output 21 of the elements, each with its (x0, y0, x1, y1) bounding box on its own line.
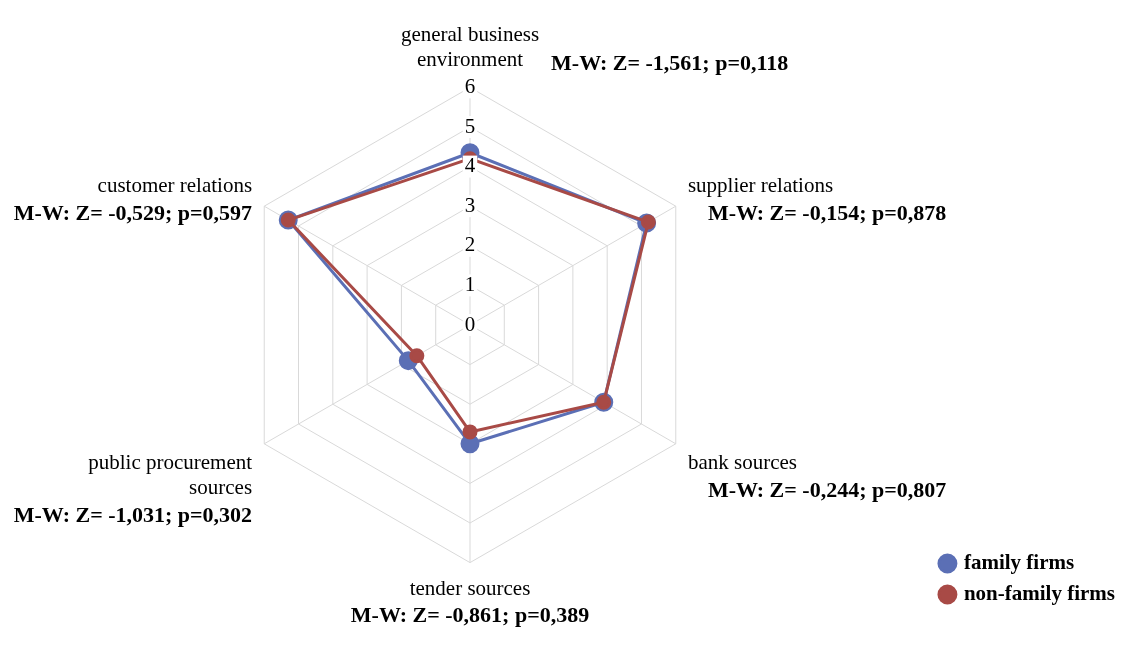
y-tick-label: 0 (464, 311, 476, 336)
spoke-label: public procurement sources (88, 449, 253, 500)
spoke-label: customer relations (97, 173, 253, 198)
y-tick-label: 4 (464, 153, 476, 178)
text: M-W: Z= -0,529; p=0,597 (13, 199, 253, 225)
text: M-W: Z= -0,154; p=0,878 (707, 199, 947, 225)
y-tick-label: 5 (464, 113, 476, 138)
text: M-W: Z= -1,561; p=0,118 (551, 50, 789, 76)
legend-label: non-family firms (963, 580, 1116, 605)
spoke-label: bank sources (687, 449, 797, 474)
legend-label: family firms (963, 549, 1075, 574)
spoke-label: supplier relations (687, 173, 834, 198)
spoke-label: general business environment (400, 22, 540, 72)
text: M-W: Z= -0,861; p=0,389 (350, 602, 590, 628)
y-tick-label: 1 (464, 271, 476, 296)
text: M-W: Z= -0,244; p=0,807 (707, 476, 947, 502)
spoke-label: tender sources (409, 575, 531, 600)
y-tick-label: 6 (464, 73, 476, 98)
y-tick-label: 3 (464, 192, 476, 217)
y-tick-label: 2 (464, 232, 476, 257)
text: M-W: Z= -1,031; p=0,302 (13, 501, 253, 527)
